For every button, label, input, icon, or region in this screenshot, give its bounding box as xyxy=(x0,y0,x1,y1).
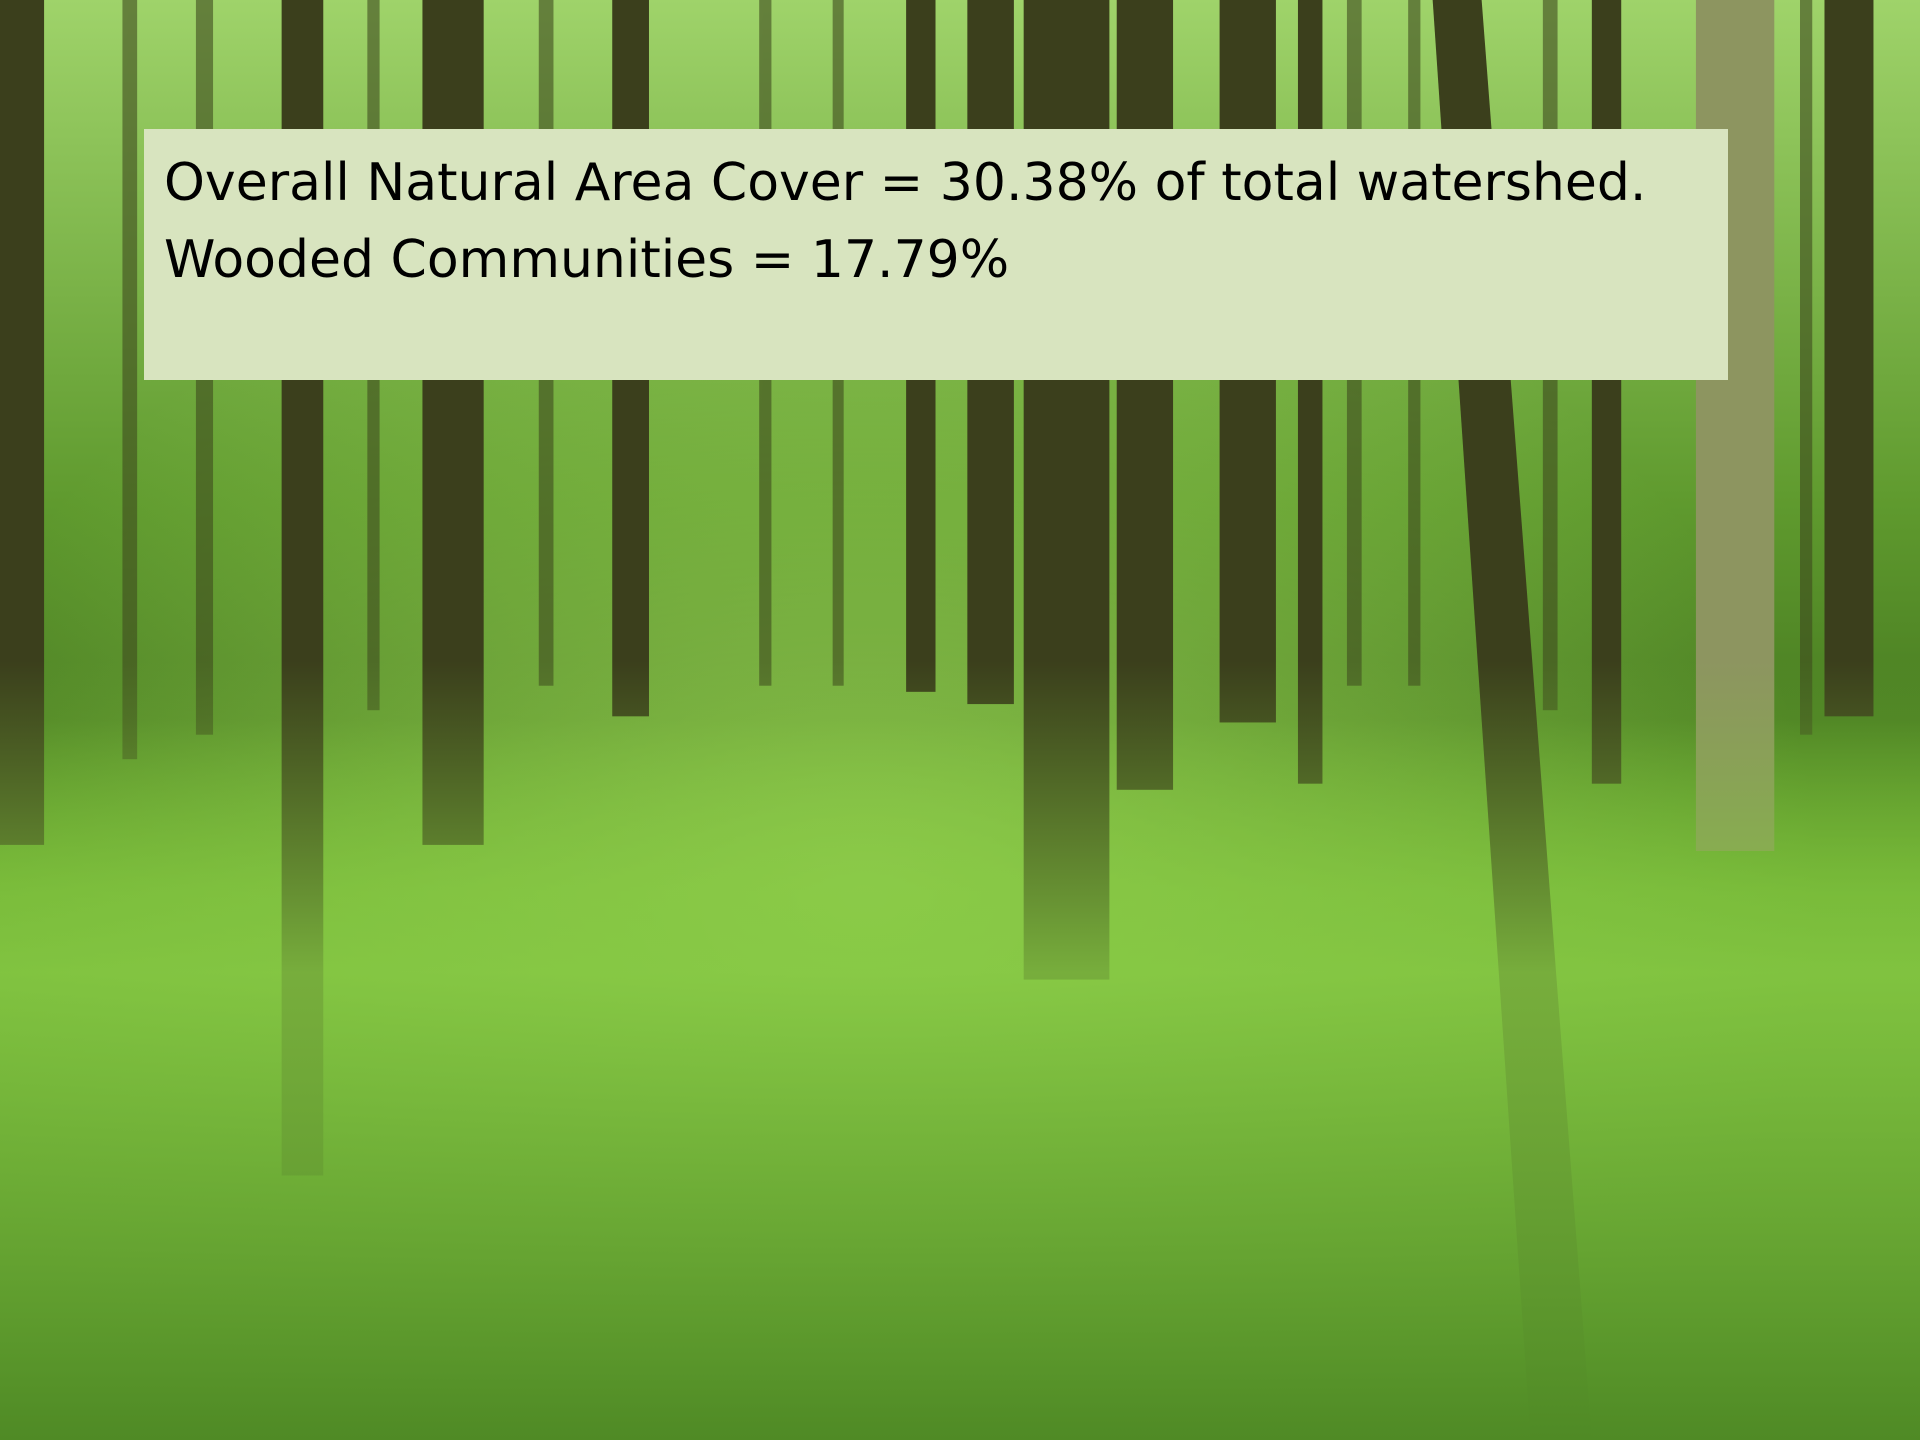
text-line: Wooded Communities = 17.79% xyxy=(164,230,1010,290)
text-box: Overall Natural Area Cover = 30.38% of t… xyxy=(144,129,1728,380)
text-line: Overall Natural Area Cover = 30.38% of t… xyxy=(164,153,1647,213)
undergrowth xyxy=(0,661,1920,1440)
